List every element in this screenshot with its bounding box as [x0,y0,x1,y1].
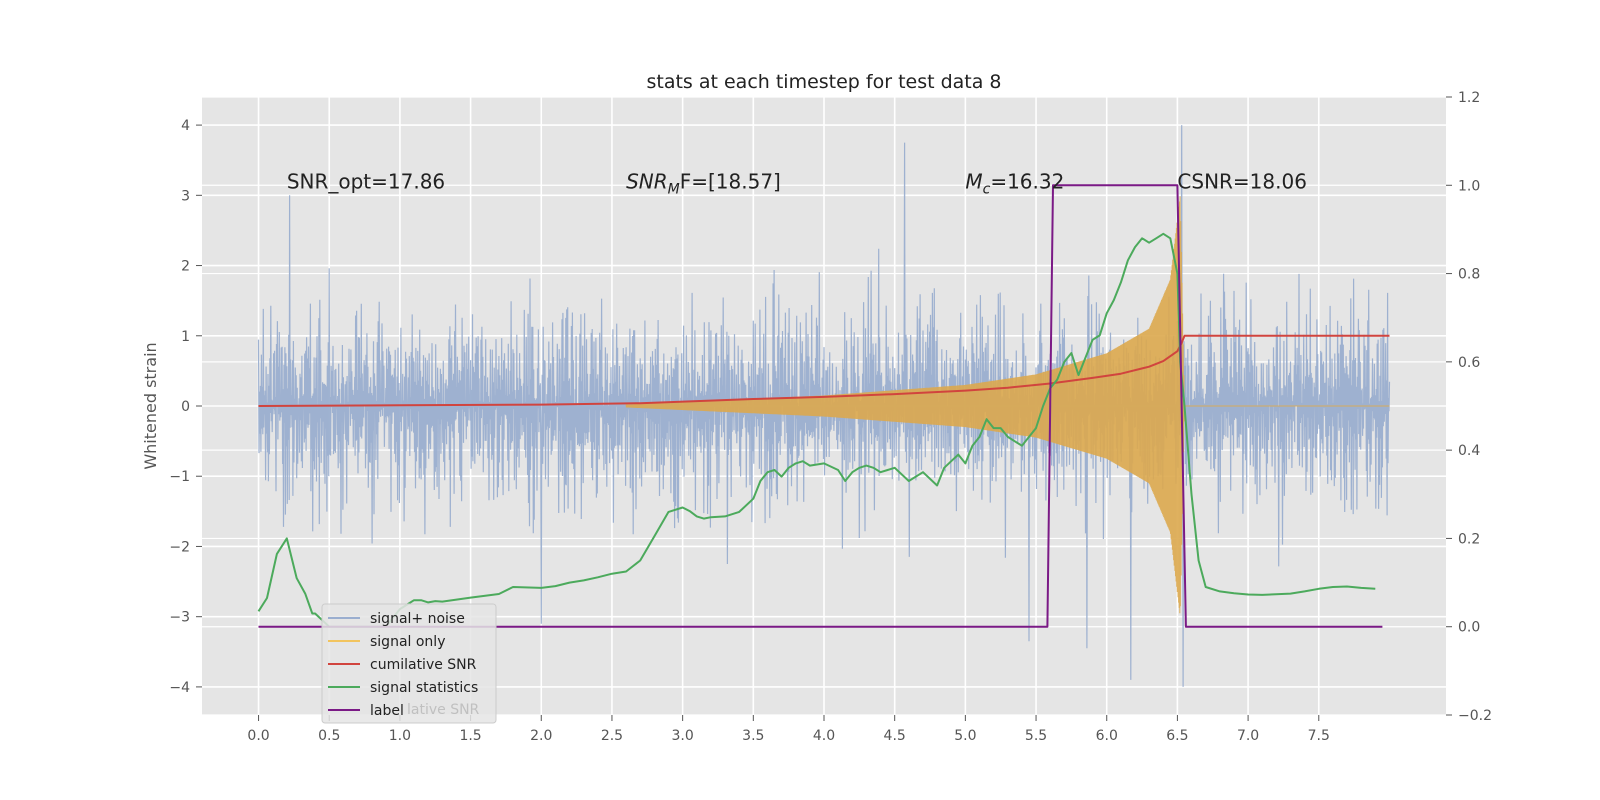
x-tick-label: 6.5 [1166,728,1188,744]
annotation-part: =16.32 [990,169,1064,193]
x-tick-label: 1.0 [389,728,411,744]
y2-tick-label: 0.6 [1458,355,1480,371]
annotation: CSNR=18.06 [1177,169,1307,193]
x-axis: 0.0 0.5 1.0 1.5 2.0 2.5 3.0 3.5 4.0 4.5 5.0 5.5 6.0 6… [247,715,1330,744]
y2-tick-label: 1.0 [1458,178,1480,194]
series-lines [257,184,1390,628]
x-tick-label: 4.5 [884,728,906,744]
x-tick-label: 5.0 [954,728,976,744]
x-tick-label: 2.5 [601,728,623,744]
x-tick-label: 6.0 [1096,728,1118,744]
y-axis-left: −4 −3 −2 −1 0 1 2 3 4 [169,118,202,696]
y-tick-label: 0 [181,399,190,415]
legend-label: label [370,703,404,719]
x-tick-label: 2.0 [530,728,552,744]
y-tick-label: −3 [169,610,190,626]
y2-tick-label: 0.4 [1458,443,1480,459]
legend-label: signal+ noise [370,611,465,627]
annotation-part: SNR_opt=17.86 [287,169,445,193]
legend: lative SNR signal+ noise signal only cumila… [321,603,497,724]
y2-tick-label: 0.8 [1458,267,1480,283]
y2-tick-label: 0.0 [1458,620,1480,636]
annotation-part: c [983,181,991,197]
y-tick-label: 3 [181,188,190,204]
signal-noise-line [257,125,1391,687]
legend-label: signal only [370,634,445,650]
series-signal-noise [257,125,1391,687]
legend-label: signal statistics [370,680,478,696]
annotation: SNR_opt=17.86 [287,169,445,193]
annotation-part: M [668,181,680,197]
legend-label: cumilative SNR [370,657,477,673]
x-tick-label: 4.0 [813,728,835,744]
series-cumilative-snr-line [258,334,1390,407]
annotation: Mc=16.32 [965,169,1064,197]
x-tick-label: 0.5 [318,728,340,744]
annotation: SNRMF=[18.57] [626,169,781,197]
y-axis-right: −0.2 0.0 0.2 0.4 0.6 0.8 1.0 1.2 [1446,90,1492,724]
y-tick-label: 2 [181,259,190,275]
x-tick-label: 7.0 [1237,728,1259,744]
x-tick-label: 5.5 [1025,728,1047,744]
y2-tick-label: 1.2 [1458,90,1480,106]
y-tick-label: −1 [169,469,190,485]
series-signal-only [625,196,1390,614]
series-label-line [258,184,1383,628]
y-axis-title: Whitened strain [141,342,160,469]
legend-hidden-text: lative SNR [407,702,480,718]
annotation-part: F=[18.57] [680,169,781,193]
annotations: SNR_opt=17.86 SNRMF=[18.57] Mc=16.32 CSNR=1… [287,169,1307,197]
x-tick-label: 7.5 [1308,728,1330,744]
x-tick-label: 0.0 [247,728,269,744]
y-tick-label: −4 [169,680,190,696]
y-tick-label: 1 [181,329,190,345]
x-tick-label: 3.0 [672,728,694,744]
annotation-part: SNR [626,169,668,193]
annotation-part: M [965,169,982,193]
y2-tick-label: 0.2 [1458,531,1480,547]
series-signal-statistics-line [257,232,1376,628]
x-tick-label: 1.5 [459,728,481,744]
y-tick-label: 4 [181,118,190,134]
y-tick-label: −2 [169,539,190,555]
annotation-part: CSNR=18.06 [1177,169,1307,193]
chart-title: stats at each timestep for test data 8 [646,71,1001,93]
legend-box [321,603,497,724]
signal-only-line [625,196,1390,614]
x-tick-label: 3.5 [742,728,764,744]
y2-tick-label: −0.2 [1458,708,1492,724]
